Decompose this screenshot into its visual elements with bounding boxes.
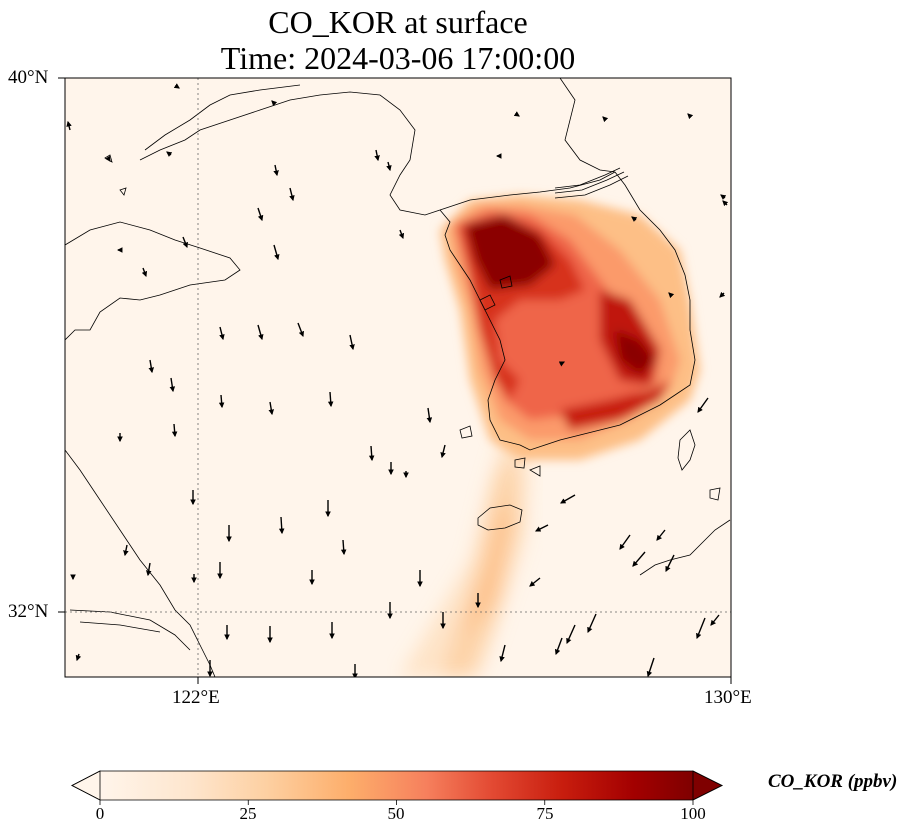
colorbar-tick-0: 0 [95,804,105,823]
wind-arrow [166,151,173,157]
wind-arrow [218,394,225,409]
wind-arrow [696,617,706,640]
wind-arrow [123,544,129,557]
wind-arrow [722,200,729,207]
wind-arrow [171,423,178,438]
gridlines [65,78,731,677]
wind-arrow [182,236,188,249]
wind-arrow [273,244,280,261]
wind-arrow [558,361,566,367]
wind-arrow [75,653,82,662]
wind-arrow [340,539,347,556]
wind-arrow [66,120,72,131]
wind-arrow [668,292,675,299]
wind-arrow [566,624,576,645]
wind-arrow [440,444,446,459]
wind-arrow [646,657,655,677]
wind-arrow [619,534,631,550]
wind-arrow [327,391,334,408]
wind-arrow [278,516,285,535]
wind-arrow [273,164,279,177]
wind-arrow [271,100,278,107]
wind-arrow [349,334,355,351]
colorbar [71,770,723,805]
wind-arrow [554,637,563,656]
wind-arrow [268,401,275,416]
wind-arrow [426,407,433,424]
wind-arrow [656,529,666,541]
map-frame [64,77,732,678]
wind-arrow [665,554,675,573]
wind-arrow [219,326,225,341]
wind-arrow [719,291,726,298]
wind-arrow [169,377,176,393]
colorbar-tick-100: 100 [680,804,706,823]
wind-arrow [631,216,638,222]
wind-arrow [534,524,549,532]
wind-arrow [257,324,264,341]
wind-arrow [386,161,392,172]
wind-arrow [257,207,264,222]
wind-arrow [499,644,506,663]
wind-arrow [148,359,155,374]
wind-arrow [105,155,111,162]
colorbar-extend-low [71,770,101,801]
colorbar-extend-high [692,770,723,801]
wind-arrow [632,551,646,567]
wind-arrow [529,577,541,587]
wind-arrow [289,187,295,202]
wind-arrow [560,494,576,504]
lon-tick-130: 130°E [704,687,752,708]
lat-tick-32: 32°N [8,601,49,622]
colorbar-tick-50: 50 [387,804,405,823]
wind-arrow [374,149,380,162]
wind-arrow [513,111,520,117]
wind-arrow [368,445,375,462]
wind-arrow [697,397,709,413]
colorbar-tick-75: 75 [536,804,554,823]
wind-vectors [66,83,729,677]
wind-arrow [602,116,609,123]
wind-arrow [587,613,597,634]
wind-arrow [145,562,152,577]
colorbar-tick-25: 25 [239,804,257,823]
wind-arrow [398,229,405,240]
wind-arrow [141,267,148,278]
axis-ticks [58,77,732,684]
colorbar-gradient [100,771,693,800]
coastlines [65,78,731,677]
wind-arrow [710,614,720,626]
wind-arrow [720,194,727,200]
wind-arrow [687,113,694,120]
lon-tick-122: 122°E [172,687,220,708]
lat-tick-40: 40°N [8,67,49,88]
map-title-line2: Time: 2024-03-06 17:00:00 [220,40,576,76]
colorbar-title: CO_KOR (ppbv) [768,771,898,792]
map-title-line1: CO_KOR at surface [268,4,528,40]
wind-arrow [297,322,305,338]
wind-arrow [173,83,180,89]
